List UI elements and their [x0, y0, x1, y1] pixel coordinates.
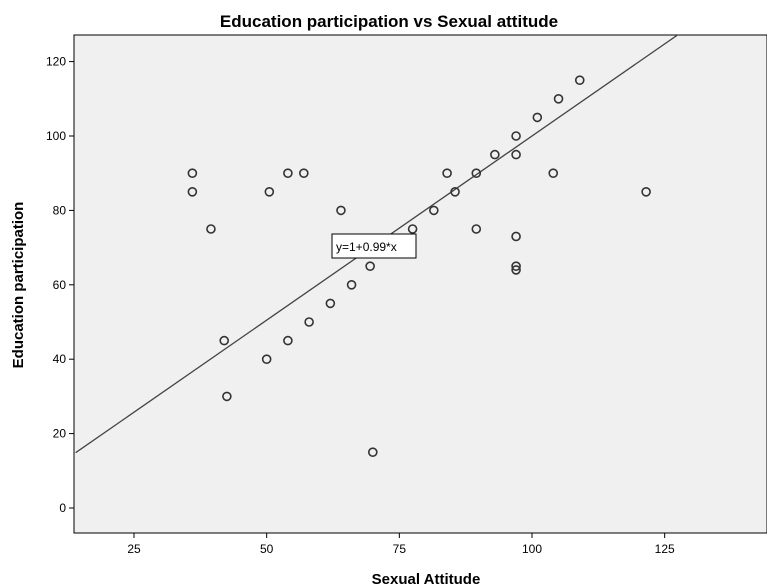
data-point [283, 168, 293, 178]
data-point [367, 447, 378, 458]
data-point [450, 187, 460, 197]
y-axis: 0 20 40 60 80 100 120 [46, 55, 74, 515]
data-point [206, 224, 216, 234]
y-tick-label: 100 [46, 129, 66, 143]
x-axis: 25 50 75 100 125 [127, 533, 675, 556]
fit-equation-frame [331, 233, 417, 259]
data-point [407, 224, 418, 234]
data-point [222, 391, 232, 402]
y-axis-label: Education participation [10, 202, 27, 369]
plot-area [73, 34, 767, 534]
data-point [490, 149, 500, 160]
data-point [219, 335, 230, 346]
chart-title: Education participation vs Sexual attitu… [220, 12, 558, 31]
data-point [574, 75, 585, 85]
data-point [511, 265, 521, 275]
data-point [442, 168, 452, 178]
y-tick-label: 60 [53, 278, 67, 292]
y-tick-label: 80 [53, 203, 67, 217]
data-point [641, 187, 651, 197]
fit-equation-box: y=1+0.99*x [331, 233, 417, 259]
data-point [187, 168, 198, 178]
data-point [532, 112, 543, 123]
x-tick-label: 50 [260, 542, 274, 556]
y-tick-label: 0 [59, 501, 66, 515]
data-point [511, 131, 521, 141]
data-point [283, 335, 293, 346]
data-point [304, 317, 314, 327]
y-tick-label: 20 [53, 427, 67, 441]
data-point [471, 168, 482, 178]
fit-equation-label: y=1+0.99*x [336, 240, 397, 254]
data-point [264, 187, 275, 197]
data-point [511, 261, 521, 272]
x-tick-label: 125 [655, 542, 675, 556]
data-point [553, 94, 564, 104]
data-point [346, 279, 357, 290]
x-tick-label: 75 [393, 542, 407, 556]
data-point [187, 187, 198, 197]
fit-line-group [75, 35, 679, 454]
x-axis-label: Sexual Attitude [372, 571, 481, 587]
data-point [365, 261, 375, 272]
y-tick-label: 120 [46, 55, 66, 69]
x-tick-label: 100 [522, 542, 542, 556]
data-point [511, 231, 521, 242]
data-point [548, 168, 559, 178]
data-point [325, 298, 336, 309]
data-point [429, 205, 439, 216]
data-point [261, 354, 272, 365]
y-tick-label: 40 [53, 352, 67, 366]
data-point [299, 168, 309, 178]
data-points [187, 75, 651, 458]
fit-line [75, 35, 679, 454]
x-tick-label: 25 [127, 542, 141, 556]
data-point [511, 149, 521, 160]
data-point [336, 205, 346, 216]
data-point [471, 224, 482, 234]
